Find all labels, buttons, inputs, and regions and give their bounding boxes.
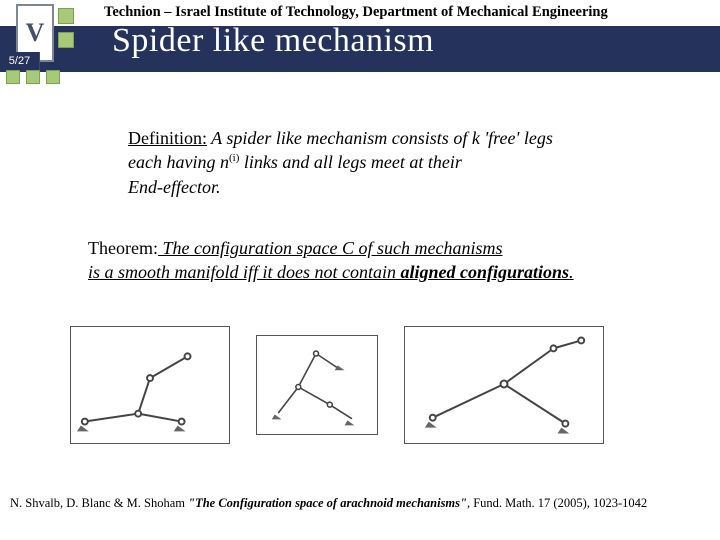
figure-2 xyxy=(256,335,378,435)
page-number: 5/27 xyxy=(0,52,40,70)
theorem-text-b: of such mechanisms xyxy=(354,238,502,258)
mechanism-sketch-2-icon xyxy=(257,335,377,435)
theorem-period: . xyxy=(569,262,574,282)
institution-header: Technion – Israel Institute of Technolog… xyxy=(104,4,608,21)
decoration-square xyxy=(6,70,20,84)
mechanism-sketch-1-icon xyxy=(71,326,229,444)
definition-block: Definition: A spider like mechanism cons… xyxy=(128,126,648,199)
theorem-text-2a: is a smooth manifold iff it does not con… xyxy=(88,262,401,282)
theorem-label: Theorem: xyxy=(88,238,158,258)
definition-text-1b: 'free' legs xyxy=(480,128,553,148)
theorem-block: Theorem: The configuration space C of su… xyxy=(88,236,688,285)
definition-label: Definition: xyxy=(128,128,207,148)
theorem-bold: aligned configurations xyxy=(401,262,570,282)
decoration-square xyxy=(26,70,40,84)
definition-text-2a: each having xyxy=(128,152,220,172)
definition-text-3: End-effector. xyxy=(128,177,220,197)
logo-letter: V xyxy=(26,18,45,48)
decoration-square xyxy=(58,32,74,48)
definition-sup: (i) xyxy=(229,152,239,164)
citation-title: "The Configuration space of arachnoid me… xyxy=(188,496,467,510)
slide-root: V Technion – Israel Institute of Technol… xyxy=(0,0,720,540)
slide-title: Spider like mechanism xyxy=(112,22,434,60)
figure-row xyxy=(70,326,604,444)
citation-authors: N. Shvalb, D. Blanc & M. Shoham xyxy=(10,496,188,510)
definition-text-1a: A spider like mechanism consists of xyxy=(207,128,472,148)
citation-tail: , Fund. Math. 17 (2005), 1023-1042 xyxy=(467,496,647,510)
decoration-square xyxy=(58,8,74,24)
theorem-text-a: The configuration space xyxy=(158,238,342,258)
mechanism-sketch-3-icon xyxy=(405,326,603,444)
decoration-square xyxy=(46,70,60,84)
figure-3 xyxy=(404,326,604,444)
definition-var-n: n xyxy=(220,152,229,172)
definition-text-2b: links and all legs meet at their xyxy=(239,152,461,172)
definition-var-k: k xyxy=(472,128,480,148)
citation: N. Shvalb, D. Blanc & M. Shoham "The Con… xyxy=(10,496,710,512)
figure-1 xyxy=(70,326,230,444)
theorem-var-C: C xyxy=(342,238,354,258)
